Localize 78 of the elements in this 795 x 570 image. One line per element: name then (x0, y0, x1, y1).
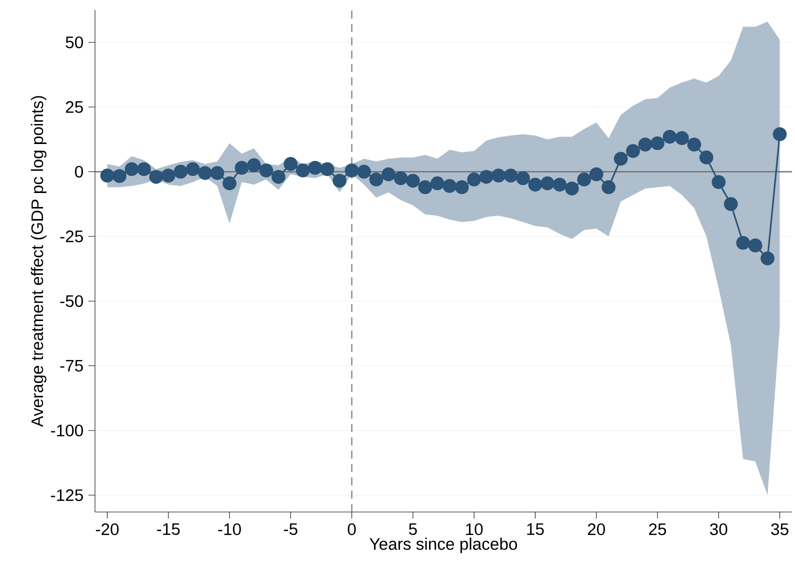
x-tick-label: -5 (284, 523, 298, 535)
point (552, 178, 567, 192)
point (748, 238, 762, 252)
point (418, 180, 432, 194)
point (442, 179, 457, 193)
point (136, 162, 151, 176)
x-tick-label: -15 (157, 523, 180, 535)
y-axis-title: Average treatment effect (GDP pc log points) (30, 96, 46, 427)
x-tick-label: 20 (588, 523, 605, 536)
point (699, 150, 714, 164)
point (320, 162, 334, 176)
point (638, 138, 652, 152)
point (687, 138, 702, 152)
point (564, 182, 579, 196)
point (650, 136, 664, 150)
point (492, 168, 506, 183)
point (712, 175, 726, 189)
point (772, 127, 787, 142)
point (149, 170, 164, 184)
point (467, 172, 482, 186)
point (357, 164, 371, 179)
point (577, 172, 592, 186)
point (308, 160, 322, 175)
x-tick-label: -10 (218, 523, 241, 536)
point (589, 167, 604, 182)
point (540, 176, 554, 190)
point (675, 131, 689, 146)
point (662, 130, 677, 144)
point (382, 167, 396, 182)
point (736, 236, 750, 250)
point (124, 162, 139, 176)
x-tick-label: 15 (527, 523, 544, 535)
point (602, 180, 616, 194)
x-tick-label: 25 (649, 523, 666, 536)
point (186, 162, 200, 176)
point (760, 251, 774, 266)
point (504, 168, 518, 183)
point (210, 166, 224, 180)
point (332, 174, 346, 188)
point (394, 171, 408, 186)
point (161, 168, 176, 183)
point (222, 176, 236, 190)
point (626, 144, 640, 158)
point (198, 166, 212, 180)
point (369, 172, 384, 186)
x-tick-label: 0 (348, 523, 356, 536)
x-tick-label: 35 (771, 523, 788, 536)
x-tick-label: 30 (710, 523, 728, 536)
x-tick-label: 10 (466, 523, 483, 536)
point (296, 163, 310, 178)
point (259, 163, 274, 178)
x-axis-title: Years since placebo (370, 538, 518, 554)
y-tick-label: 25 (66, 101, 83, 113)
point (271, 170, 286, 184)
x-tick-label: 5 (408, 523, 417, 535)
y-tick-label: -100 (51, 424, 83, 436)
point (344, 163, 359, 178)
y-tick-label: -25 (60, 230, 83, 242)
y-tick-label: 50 (66, 36, 83, 48)
y-tick-label: -50 (60, 295, 83, 307)
point (724, 197, 738, 211)
point (454, 180, 469, 194)
point (284, 157, 298, 171)
point (100, 168, 114, 183)
x-tick-label: -20 (96, 523, 119, 536)
point (516, 171, 530, 186)
y-tick-label: -125 (51, 489, 83, 502)
point (614, 152, 628, 166)
point (234, 160, 249, 175)
y-tick-label: -75 (60, 360, 83, 372)
point (528, 178, 542, 192)
point (112, 169, 126, 184)
point (430, 176, 444, 190)
point (406, 174, 420, 188)
point (174, 164, 188, 179)
point (479, 170, 494, 184)
y-tick-label: 0 (75, 166, 83, 178)
point (247, 158, 261, 172)
